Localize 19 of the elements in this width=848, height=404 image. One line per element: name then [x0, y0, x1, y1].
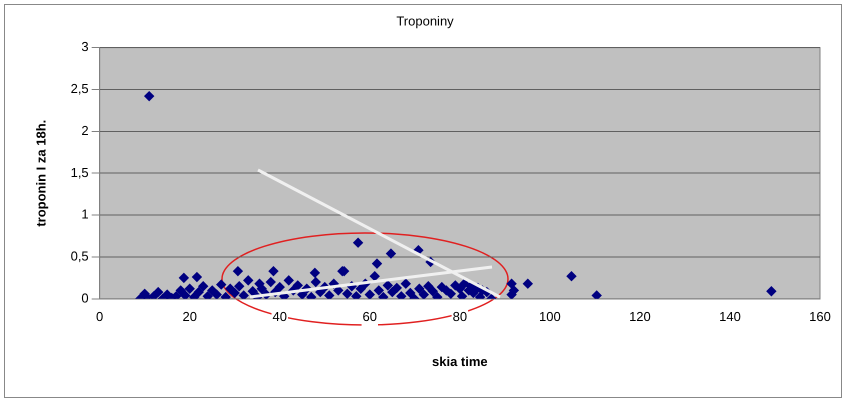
x-axis-title: skia time	[432, 354, 488, 369]
x-tick-label: 160	[809, 309, 831, 324]
x-tick-label: 80	[452, 309, 468, 324]
y-tick-label: 1,5	[70, 164, 89, 180]
x-tick-label: 120	[629, 309, 651, 324]
x-tick-label: 20	[182, 309, 197, 324]
chart-title: Troponiny	[396, 13, 454, 28]
y-tick-label: 2,5	[70, 81, 89, 96]
y-tick-label: 1	[81, 206, 89, 222]
x-tick-label: 40	[272, 309, 287, 324]
x-tick-label: 140	[719, 309, 741, 324]
x-tick-label: 0	[96, 309, 104, 324]
y-axis-title: troponin I za 18h.	[33, 120, 48, 227]
y-tick-label: 0	[81, 290, 89, 306]
x-tick-label: 100	[539, 309, 561, 324]
x-tick-label: 60	[362, 309, 378, 324]
y-tick-label: 2	[81, 122, 89, 138]
y-tick-label: 3	[81, 39, 89, 54]
y-tick-label: 0,5	[70, 248, 89, 264]
